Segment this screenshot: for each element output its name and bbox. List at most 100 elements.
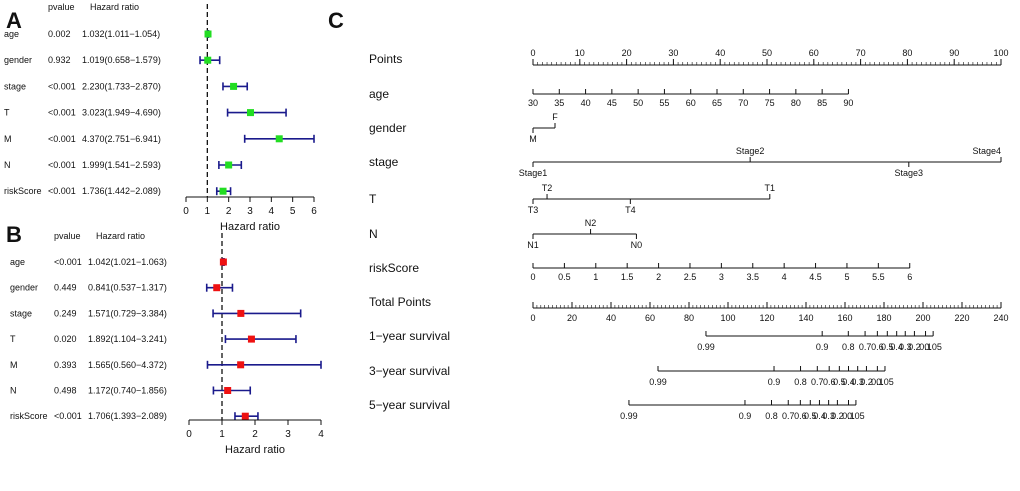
row-pvalue-M: 0.393 [54, 360, 77, 370]
row-pvalue-M: <0.001 [48, 134, 76, 144]
nomo-category-label-n: N2 [585, 218, 597, 228]
nomo-tick-label-5-year-survival: 0.05 [847, 411, 865, 421]
x-tick-label-2: 2 [226, 206, 232, 217]
nomo-label-points: Points [369, 52, 402, 66]
nomo-category-label-stage: Stage1 [519, 168, 548, 178]
nomo-tick-label-total-points: 120 [759, 313, 774, 323]
row-pvalue-riskScore: <0.001 [48, 186, 76, 196]
nomo-tick-label-5-year-survival: 0.9 [739, 411, 752, 421]
nomo-label-t: T [369, 192, 377, 206]
nomo-category-label-stage: Stage4 [972, 146, 1001, 156]
nomo-tick-label-3-year-survival: 0.9 [768, 377, 781, 387]
row-pvalue-T: 0.020 [54, 334, 77, 344]
row-hr-text-riskScore: 1.706(1.393−2.089) [88, 411, 167, 421]
nomo-label-gender: gender [369, 121, 406, 135]
nomo-tick-label-riskscore: 5 [844, 272, 849, 282]
nomo-tick-label-1-year-survival: 0.5 [881, 342, 894, 352]
row-label-N: N [10, 386, 17, 396]
nomo-tick-label-1-year-survival: 0.99 [697, 342, 715, 352]
nomo-tick-label-1-year-survival: 0.7 [859, 342, 872, 352]
nomo-tick-label-5-year-survival: 0.2 [831, 411, 844, 421]
x-tick-label-3: 3 [285, 429, 291, 440]
x-tick-label-2: 2 [252, 429, 258, 440]
hr-marker-age [219, 258, 227, 266]
nomo-tick-label-age: 50 [633, 98, 643, 108]
forest-plot-a: pvalue Hazard ratio age 0.002 1.032(1.011−1.… [4, 2, 317, 233]
nomo-tick-label-riskscore: 3 [719, 272, 724, 282]
nomo-tick-label-points: 80 [902, 48, 912, 58]
row-hr-text-gender: 1.019(0.658−1.579) [82, 55, 161, 65]
nomo-tick-label-total-points: 200 [915, 313, 930, 323]
row-label-stage: stage [10, 308, 32, 318]
hazard-ratio-header: Hazard ratio [96, 231, 145, 241]
row-hr-text-stage: 2.230(1.733−2.870) [82, 81, 161, 91]
nomo-tick-label-1-year-survival: 0.6 [871, 342, 884, 352]
row-hr-text-age: 1.042(1.021−1.063) [88, 257, 167, 267]
nomo-tick-label-5-year-survival: 0.7 [782, 411, 795, 421]
nomo-tick-label-3-year-survival: 0.2 [860, 377, 873, 387]
nomo-tick-label-points: 20 [622, 48, 632, 58]
x-axis-title: Hazard ratio [220, 221, 280, 233]
row-pvalue-age: <0.001 [54, 257, 82, 267]
nomo-tick-label-5-year-survival: 0.99 [620, 411, 638, 421]
row-hr-text-stage: 1.571(0.729−3.384) [88, 308, 167, 318]
row-hr-text-T: 3.023(1.949−4.690) [82, 108, 161, 118]
forest-plot-b: pvalue Hazard ratio age <0.001 1.042(1.021−1… [10, 231, 324, 456]
row-label-age: age [10, 257, 25, 267]
x-tick-label-1: 1 [205, 206, 211, 217]
row-label-riskScore: riskScore [10, 411, 48, 421]
nomo-tick-label-3-year-survival: 0.6 [823, 377, 836, 387]
panel-label-a: A [6, 8, 22, 33]
nomo-category-label-gender: M [529, 134, 537, 144]
nomo-tick-label-5-year-survival: 0.1 [842, 411, 855, 421]
hr-marker-riskScore [219, 187, 227, 195]
nomo-tick-label-3-year-survival: 0.5 [833, 377, 846, 387]
nomo-tick-label-total-points: 0 [530, 313, 535, 323]
x-tick-label-4: 4 [318, 429, 324, 440]
nomo-tick-label-riskscore: 1.5 [621, 272, 634, 282]
nomo-tick-label-total-points: 240 [993, 313, 1008, 323]
nomo-tick-label-riskscore: 4 [782, 272, 787, 282]
nomo-tick-label-3-year-survival: 0.99 [649, 377, 667, 387]
nomo-tick-label-riskscore: 6 [907, 272, 912, 282]
nomo-tick-label-3-year-survival: 0.05 [876, 377, 894, 387]
nomo-tick-label-5-year-survival: 0.4 [813, 411, 826, 421]
nomo-tick-label-1-year-survival: 0.2 [908, 342, 921, 352]
nomo-tick-label-3-year-survival: 0.7 [811, 377, 824, 387]
nomo-tick-label-riskscore: 5.5 [872, 272, 885, 282]
nomo-tick-label-age: 55 [659, 98, 669, 108]
row-hr-text-riskScore: 1.736(1.442−2.089) [82, 186, 161, 196]
nomo-tick-label-age: 35 [554, 98, 564, 108]
x-axis-title: Hazard ratio [225, 444, 285, 456]
row-label-gender: gender [10, 283, 38, 293]
nomo-tick-label-age: 30 [528, 98, 538, 108]
nomo-tick-label-3-year-survival: 0.4 [842, 377, 855, 387]
nomo-tick-label-total-points: 180 [876, 313, 891, 323]
nomo-tick-label-age: 85 [817, 98, 827, 108]
nomo-label-5-year-survival: 5−year survival [369, 398, 450, 412]
nomo-tick-label-total-points: 40 [606, 313, 616, 323]
x-tick-label-4: 4 [269, 206, 275, 217]
nomo-tick-label-age: 80 [791, 98, 801, 108]
nomo-tick-label-points: 70 [856, 48, 866, 58]
row-pvalue-N: <0.001 [48, 160, 76, 170]
row-hr-text-M: 1.565(0.560−4.372) [88, 360, 167, 370]
hr-marker-gender [213, 284, 221, 292]
nomo-category-label-gender: F [552, 112, 558, 122]
nomo-tick-label-1-year-survival: 0.4 [890, 342, 903, 352]
row-pvalue-stage: <0.001 [48, 81, 76, 91]
nomo-tick-label-total-points: 20 [567, 313, 577, 323]
nomo-label-stage: stage [369, 155, 399, 169]
nomo-tick-label-riskscore: 0.5 [558, 272, 571, 282]
hr-marker-N [225, 161, 233, 169]
nomo-tick-label-5-year-survival: 0.5 [804, 411, 817, 421]
row-label-M: M [10, 360, 18, 370]
nomo-tick-label-age: 75 [765, 98, 775, 108]
row-hr-text-M: 4.370(2.751−6.941) [82, 134, 161, 144]
nomo-tick-label-points: 90 [949, 48, 959, 58]
row-pvalue-N: 0.498 [54, 386, 77, 396]
row-label-N: N [4, 160, 11, 170]
nomo-tick-label-age: 90 [843, 98, 853, 108]
